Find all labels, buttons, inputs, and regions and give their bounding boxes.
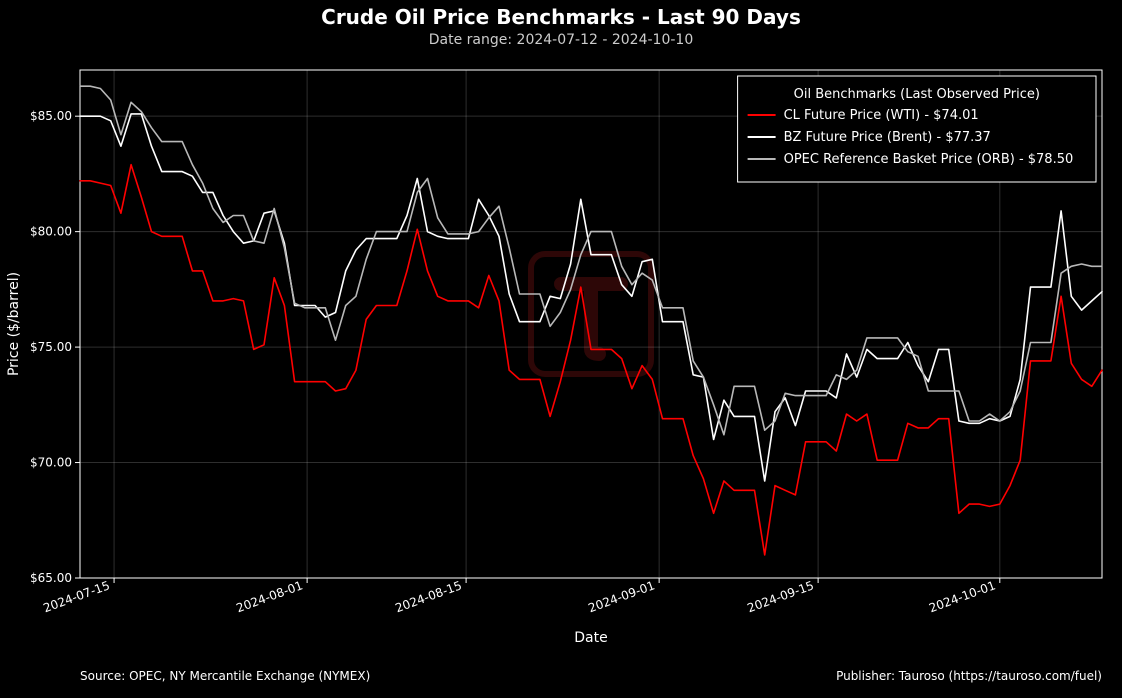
y-tick-label: $85.00 [30,109,72,123]
publisher-text: Publisher: Tauroso (https://tauroso.com/… [836,669,1102,683]
y-tick-label: $80.00 [30,225,72,239]
chart-svg: Crude Oil Price Benchmarks - Last 90 Day… [0,0,1122,698]
legend: Oil Benchmarks (Last Observed Price) CL F… [738,76,1096,182]
chart-subtitle: Date range: 2024-07-12 - 2024-10-10 [429,32,693,48]
crude-oil-chart: Crude Oil Price Benchmarks - Last 90 Day… [0,0,1122,698]
legend-label-orb: OPEC Reference Basket Price (ORB) - $78.… [784,152,1074,167]
y-tick-label: $70.00 [30,456,72,470]
x-axis-label: Date [574,630,607,646]
y-axis-label: Price ($/barrel) [6,272,22,376]
source-text: Source: OPEC, NY Mercantile Exchange (NY… [80,669,370,683]
chart-title: Crude Oil Price Benchmarks - Last 90 Day… [321,5,801,29]
y-tick-label: $75.00 [30,340,72,354]
y-tick-label: $65.00 [30,571,72,585]
legend-title: Oil Benchmarks (Last Observed Price) [794,87,1040,102]
legend-label-wti: CL Future Price (WTI) - $74.01 [784,108,979,123]
legend-label-brent: BZ Future Price (Brent) - $77.37 [784,130,991,145]
